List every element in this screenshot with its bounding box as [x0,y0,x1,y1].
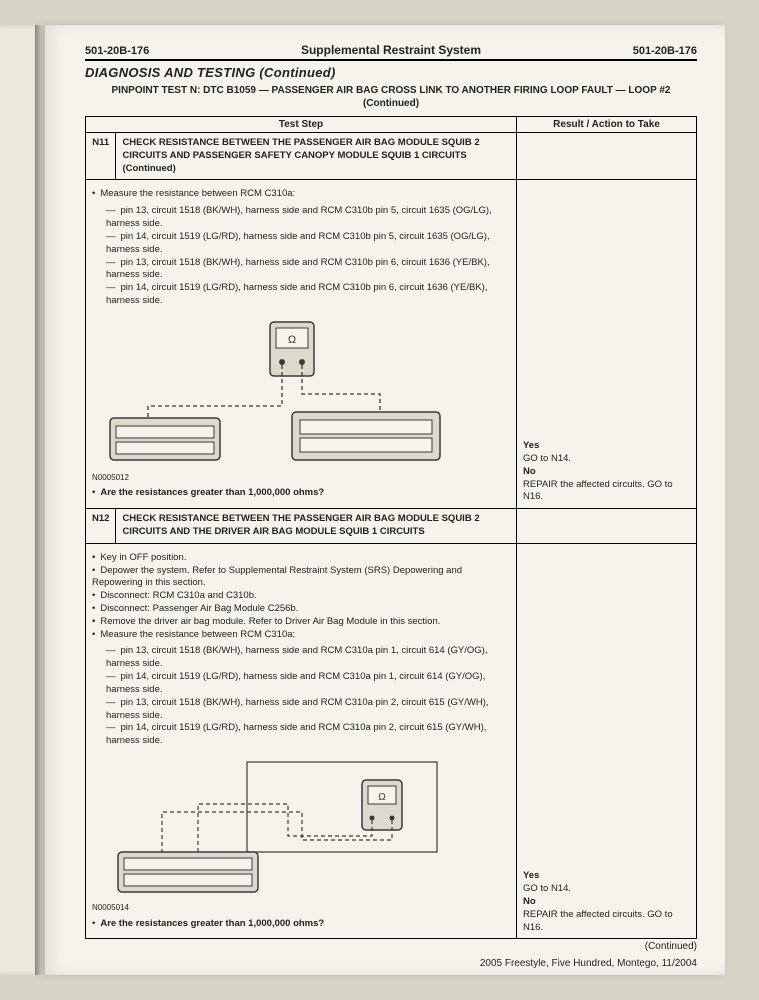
step-body: Key in OFF position. Depower the system.… [86,543,517,939]
svg-text:Ω: Ω [288,334,296,346]
result-no: No [523,896,690,909]
continued-label: (Continued) [85,941,697,952]
manual-page: 501-20B-176 Supplemental Restraint Syste… [45,25,725,975]
step-title: CHECK RESISTANCE BETWEEN THE PASSENGER A… [116,509,517,544]
wiring-diagram: Ω [92,316,510,484]
result-cell-empty [517,133,697,180]
col-header-step: Test Step [86,117,517,133]
result-no-action: REPAIR the affected circuits. GO to N16. [523,479,690,505]
list-item: pin 14, circuit 1519 (LG/RD), harness si… [106,231,510,257]
list-item: pin 13, circuit 1518 (BK/WH), harness si… [106,257,510,283]
list-item: Measure the resistance between RCM C310a… [92,629,510,642]
list-item: pin 13, circuit 1518 (BK/WH), harness si… [106,205,510,231]
result-cell: Yes GO to N14. No REPAIR the affected ci… [517,543,697,939]
result-no-action: REPAIR the affected circuits. GO to N16. [523,909,690,935]
step-id: N11 [86,133,116,180]
result-yes: Yes [523,870,690,883]
result-cell-empty [517,509,697,544]
list-item: Remove the driver air bag module. Refer … [92,616,510,629]
page-footer: 2005 Freestyle, Five Hundred, Montego, 1… [85,958,697,969]
step-id: N12 [86,509,116,544]
result-yes-action: GO to N14. [523,453,690,466]
list-item: pin 13, circuit 1518 (BK/WH), harness si… [106,645,510,671]
list-item: Key in OFF position. [92,552,510,565]
wiring-diagram: Ω N0005014 [92,756,510,914]
list-item: pin 14, circuit 1519 (LG/RD), harness si… [106,671,510,697]
table-row: N12 CHECK RESISTANCE BETWEEN THE PASSENG… [86,509,697,544]
result-cell: Yes GO to N14. No REPAIR the affected ci… [517,180,697,509]
list-item: pin 14, circuit 1519 (LG/RD), harness si… [106,282,510,308]
result-yes: Yes [523,440,690,453]
list-item: Depower the system. Refer to Supplementa… [92,565,510,591]
section-title: DIAGNOSIS AND TESTING (Continued) [85,65,697,80]
list-item: pin 13, circuit 1518 (BK/WH), harness si… [106,697,510,723]
test-step-table: Test Step Result / Action to Take N11 CH… [85,116,697,939]
step-title: CHECK RESISTANCE BETWEEN THE PASSENGER A… [116,133,517,180]
list-item: pin 14, circuit 1519 (LG/RD), harness si… [106,722,510,748]
table-row: Key in OFF position. Depower the system.… [86,543,697,939]
page-header: 501-20B-176 Supplemental Restraint Syste… [85,43,697,61]
step-question: Are the resistances greater than 1,000,0… [100,918,324,929]
list-item: Disconnect: Passenger Air Bag Module C25… [92,603,510,616]
pinpoint-test-heading: PINPOINT TEST N: DTC B1059 — PASSENGER A… [85,84,697,110]
diagram-id: N0005012 [92,473,510,484]
result-no: No [523,466,690,479]
step-lead: Measure the resistance between RCM C310a… [92,188,510,201]
svg-text:Ω: Ω [378,792,386,803]
col-header-result: Result / Action to Take [517,117,697,133]
header-section-right: 501-20B-176 [633,45,697,57]
table-header-row: Test Step Result / Action to Take [86,117,697,133]
table-row: N11 CHECK RESISTANCE BETWEEN THE PASSENG… [86,133,697,180]
result-yes-action: GO to N14. [523,883,690,896]
step-question: Are the resistances greater than 1,000,0… [100,487,324,498]
step-body: Measure the resistance between RCM C310a… [86,180,517,509]
table-row: Measure the resistance between RCM C310a… [86,180,697,509]
header-section-left: 501-20B-176 [85,45,149,57]
list-item: Disconnect: RCM C310a and C310b. [92,590,510,603]
footer-right: 2005 Freestyle, Five Hundred, Montego, 1… [480,958,697,969]
diagram-id: N0005014 [92,903,510,914]
header-title: Supplemental Restraint System [301,43,481,57]
